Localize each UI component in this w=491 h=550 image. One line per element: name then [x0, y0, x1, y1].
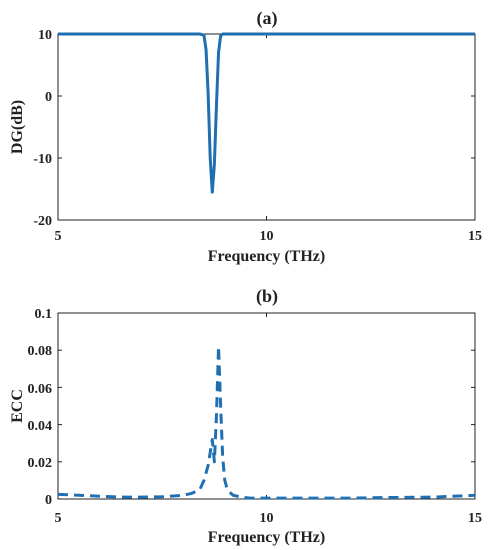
chart-a-series-group	[57, 32, 476, 221]
chart-b-y-tick-label-0-06: 0.06	[28, 382, 53, 397]
chart-b-x-tick-label-5: 5	[55, 511, 62, 526]
chart-b-y-tick-label-0-1: 0.1	[35, 307, 53, 322]
chart-b-x-axis-label: Frequency (THz)	[208, 529, 325, 546]
chart-b-title: (b)	[256, 286, 278, 307]
chart-a-y-tick-label-minus20: -20	[33, 214, 52, 229]
chart-b-y-ticks: 0 0.02 0.04 0.06 0.08 0.1	[28, 307, 53, 508]
chart-a-x-tick-label-10: 10	[260, 229, 274, 244]
chart-a-plot-frame	[57, 33, 476, 221]
chart-b-x-tick-label-10: 10	[260, 511, 274, 526]
chart-a-x-tick-label-15: 15	[468, 229, 482, 244]
chart-b-y-tick-label-0: 0	[45, 493, 52, 508]
chart-b-series-line-0	[57, 344, 476, 500]
chart-b: (b) 5 10 15 0 0.02 0.04 0.06 0.08 0.1 Fr…	[9, 286, 482, 546]
chart-a-y-axis-label: DG(dB)	[9, 100, 26, 154]
chart-b-x-ticks: 5 10 15	[55, 511, 483, 526]
chart-b-y-axis-label: ECC	[9, 389, 26, 423]
chart-a-x-tick-label-5: 5	[55, 229, 62, 244]
chart-a-x-ticks: 5 10 15	[55, 229, 483, 244]
chart-a: (a) 5 10 15 -20 -10 0 10 Frequency (THz)…	[9, 8, 482, 265]
chart-a-series-line-0	[58, 32, 475, 194]
chart-b-y-tick-label-0-08: 0.08	[28, 344, 53, 359]
chart-a-x-axis-label: Frequency (THz)	[208, 248, 325, 265]
chart-a-y-tick-label-minus10: -10	[33, 152, 52, 167]
chart-a-y-ticks: -20 -10 0 10	[33, 28, 52, 229]
chart-b-x-tick-label-15: 15	[468, 511, 482, 526]
chart-b-series-group	[57, 312, 476, 500]
chart-b-y-tick-label-0-02: 0.02	[28, 456, 53, 471]
chart-b-plot-frame	[57, 312, 476, 500]
chart-a-y-tick-label-10: 10	[38, 28, 52, 43]
chart-b-y-tick-label-0-04: 0.04	[28, 419, 53, 434]
chart-a-y-tick-label-0: 0	[45, 90, 52, 105]
chart-a-title: (a)	[257, 8, 278, 29]
